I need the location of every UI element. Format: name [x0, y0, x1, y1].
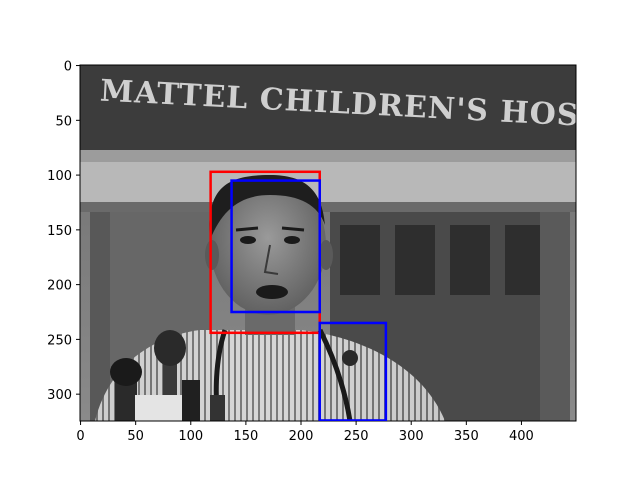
x-axis: 0 50 100 150 200 250 300 350 400	[76, 421, 534, 444]
x-tick-label: 150	[233, 429, 258, 444]
x-tick-label: 350	[454, 429, 479, 444]
photo-image: MATTEL CHILDREN'S HOSPITAL	[80, 65, 576, 421]
y-tick-label: 250	[47, 333, 72, 348]
x-tick-label: 300	[399, 429, 424, 444]
y-tick-label: 300	[47, 388, 72, 403]
x-tick-label: 100	[178, 429, 203, 444]
y-tick-label: 50	[55, 114, 72, 129]
y-axis: 0 50 100 150 200 250 300	[47, 60, 80, 403]
y-tick-label: 100	[47, 169, 72, 184]
y-tick-label: 200	[47, 279, 72, 294]
x-tick-label: 200	[289, 429, 314, 444]
bounding-box-2	[318, 321, 388, 421]
bounding-boxes	[209, 170, 388, 421]
x-tick-label: 0	[76, 429, 84, 444]
y-tick-label: 150	[47, 224, 72, 239]
x-tick-label: 250	[344, 429, 369, 444]
x-tick-label: 50	[127, 429, 144, 444]
bounding-box-1	[230, 179, 321, 314]
x-tick-label: 400	[509, 429, 534, 444]
y-tick-label: 0	[64, 60, 72, 75]
